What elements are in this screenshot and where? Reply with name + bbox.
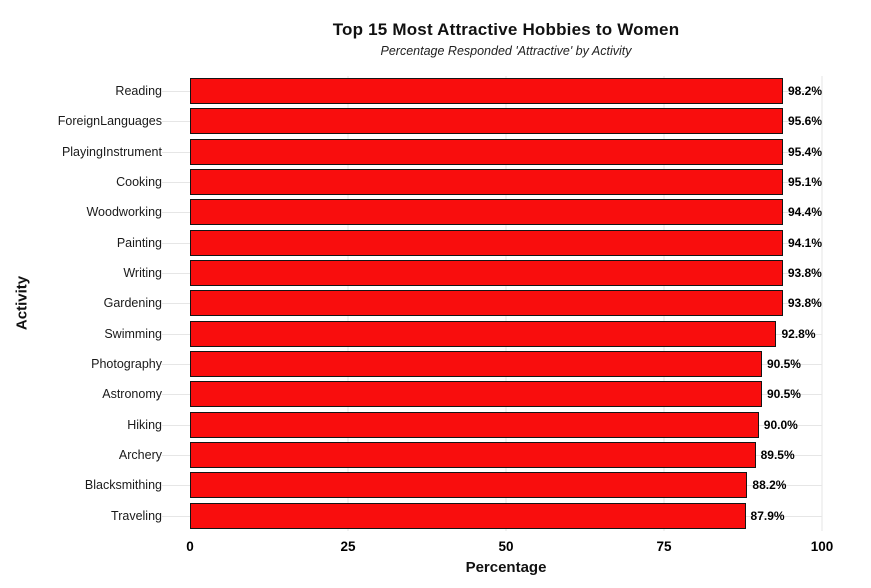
bar-value-label: 94.1% (787, 235, 822, 250)
bar-value-label: 90.0% (763, 417, 798, 432)
bar (190, 351, 762, 378)
bar (190, 381, 762, 408)
category-labels: Reading ForeignLanguages PlayingInstrument… (0, 76, 162, 531)
bar-value-label: 90.5% (766, 387, 801, 402)
bar (190, 108, 783, 135)
bar-value-label: 87.9% (750, 508, 785, 523)
bar-value-label: 89.5% (760, 448, 795, 463)
bar (190, 411, 759, 438)
bar (190, 502, 746, 529)
bar-row: 88.2% (162, 470, 822, 500)
bar-value-label: 95.4% (787, 144, 822, 159)
bar (190, 442, 756, 469)
bar (190, 78, 783, 105)
category-label: ForeignLanguages (57, 114, 162, 129)
bar-value-label: 92.8% (781, 326, 816, 341)
bar (190, 290, 783, 317)
category-label: Painting (116, 235, 162, 250)
bar (190, 169, 783, 196)
bars-layer: 98.2% 95.6% 95.4% 95.1% 94.4% 94.1% 93.8% 93.8%… (162, 76, 822, 531)
bar-row: 94.4% (162, 197, 822, 227)
chart-subtitle: Percentage Responded 'Attractive' by Act… (380, 44, 632, 58)
bar-value-label: 94.4% (787, 205, 822, 220)
category-label: Hiking (127, 417, 162, 432)
bar (190, 138, 783, 165)
bar-row: 95.6% (162, 106, 822, 136)
bar (190, 320, 777, 347)
category-label: Writing (123, 266, 162, 281)
category-label: Photography (91, 357, 162, 372)
bar-row: 95.4% (162, 137, 822, 167)
bar-row: 89.5% (162, 440, 822, 470)
bar-row: 94.1% (162, 228, 822, 258)
x-tick-label: 50 (498, 539, 514, 554)
x-tick-label: 25 (340, 539, 356, 554)
bar (190, 199, 783, 226)
category-label: Gardening (103, 296, 162, 311)
category-label: Cooking (116, 175, 162, 190)
bar-row: 87.9% (162, 501, 822, 531)
category-label: Reading (115, 84, 162, 99)
bar (190, 229, 783, 256)
bar-row: 90.5% (162, 379, 822, 409)
bar-row: 90.5% (162, 349, 822, 379)
category-label: Traveling (111, 508, 162, 523)
category-label: Woodworking (86, 205, 162, 220)
category-label: Astronomy (102, 387, 162, 402)
bar-value-label: 95.6% (787, 114, 822, 129)
category-label: Swimming (104, 326, 162, 341)
category-label: PlayingInstrument (61, 144, 162, 159)
bar-value-label: 88.2% (752, 478, 787, 493)
bar-value-label: 93.8% (787, 266, 822, 281)
bar-value-label: 95.1% (787, 175, 822, 190)
vertical-gridline (821, 76, 823, 531)
bar (190, 472, 748, 499)
category-label: Archery (118, 448, 162, 463)
bar-row: 90.0% (162, 410, 822, 440)
plot-area: 98.2% 95.6% 95.4% 95.1% 94.4% 94.1% 93.8% 93.8%… (162, 76, 823, 531)
bar (190, 260, 783, 287)
bar-value-label: 90.5% (766, 357, 801, 372)
bar-row: 98.2% (162, 76, 822, 106)
x-ticks: 0 25 50 75 100 (186, 539, 833, 557)
bar-row: 92.8% (162, 319, 822, 349)
bar-value-label: 98.2% (787, 84, 822, 99)
bar-row: 93.8% (162, 288, 822, 318)
category-label: Blacksmithing (84, 478, 162, 493)
x-tick-label: 100 (810, 539, 834, 554)
chart-title: Top 15 Most Attractive Hobbies to Women (332, 20, 680, 39)
x-axis-title: Percentage (465, 559, 547, 576)
x-tick-label: 0 (186, 539, 194, 554)
x-tick-label: 75 (656, 539, 672, 554)
bar-value-label: 93.8% (787, 296, 822, 311)
bar-row: 93.8% (162, 258, 822, 288)
bar-row: 95.1% (162, 167, 822, 197)
